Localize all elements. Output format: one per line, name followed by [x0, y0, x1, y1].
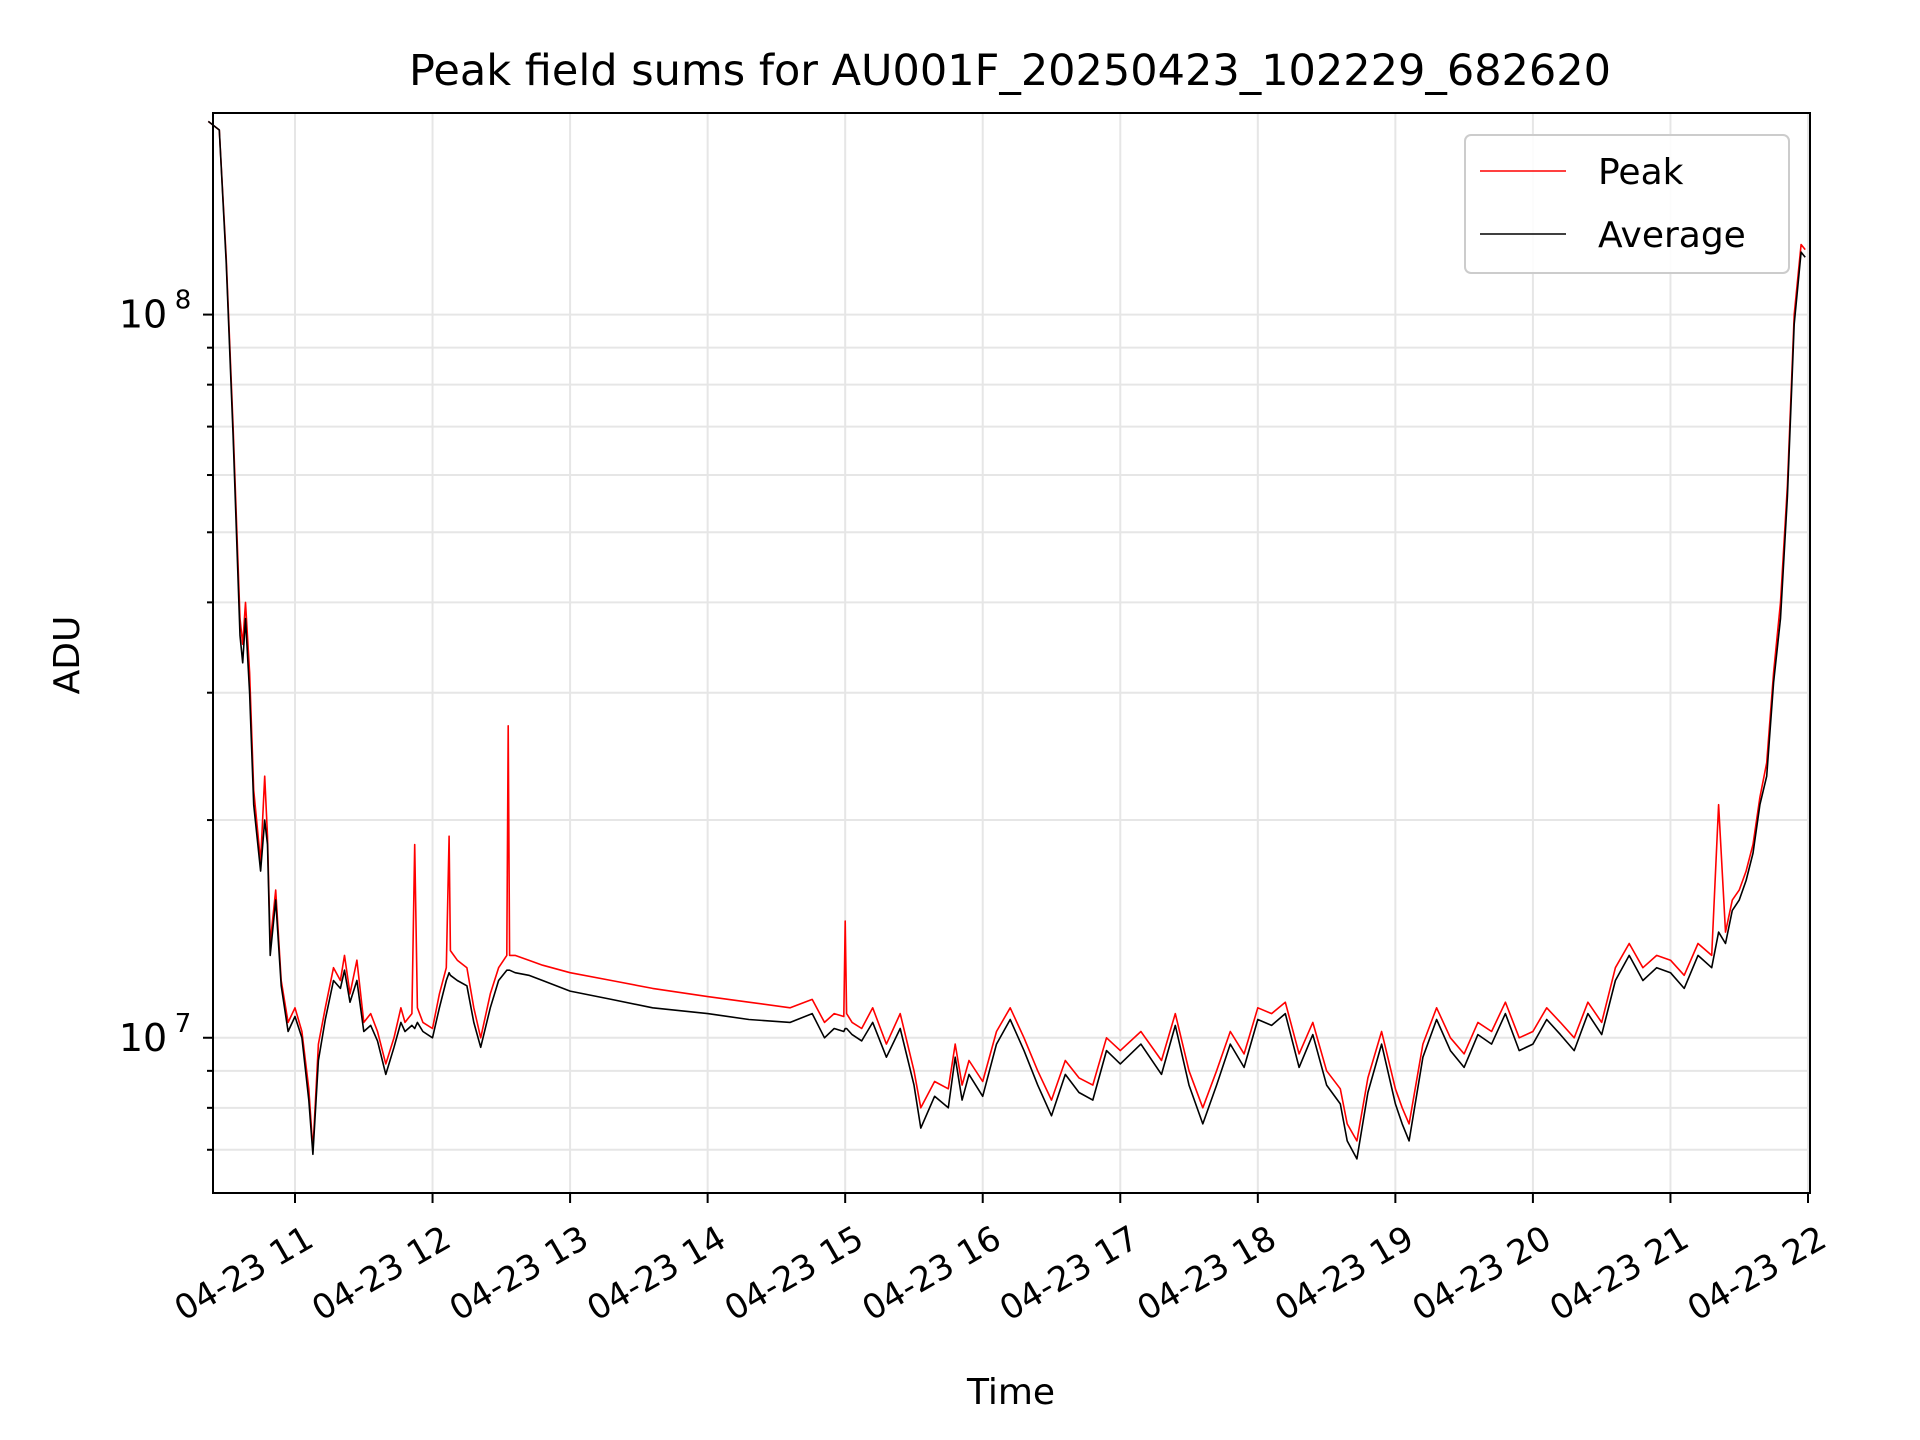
legend-label-average: Average — [1598, 215, 1746, 256]
y-axis-ticks: 10 7 10 8 — [119, 286, 213, 1151]
legend-box — [1464, 134, 1790, 274]
legend-label-peak: Peak — [1598, 152, 1684, 193]
legend: Peak Average — [1464, 134, 1790, 274]
y-tick-label-exponent: 7 — [175, 1009, 192, 1039]
chart-title: Peak field sums for AU001F_20250423_1022… — [409, 46, 1611, 96]
series-line-peak — [207, 120, 1806, 1151]
plot-frame — [212, 112, 1811, 1194]
series-line-average — [207, 120, 1806, 1160]
y-tick-label: 10 — [119, 1016, 167, 1060]
grid-lines — [213, 113, 1810, 1193]
series-lines — [207, 120, 1806, 1160]
y-axis-label: ADU — [47, 616, 88, 695]
x-axis-label: Time — [966, 1372, 1055, 1413]
y-tick-label-exponent: 8 — [175, 286, 192, 316]
y-tick-label: 10 — [119, 293, 167, 337]
